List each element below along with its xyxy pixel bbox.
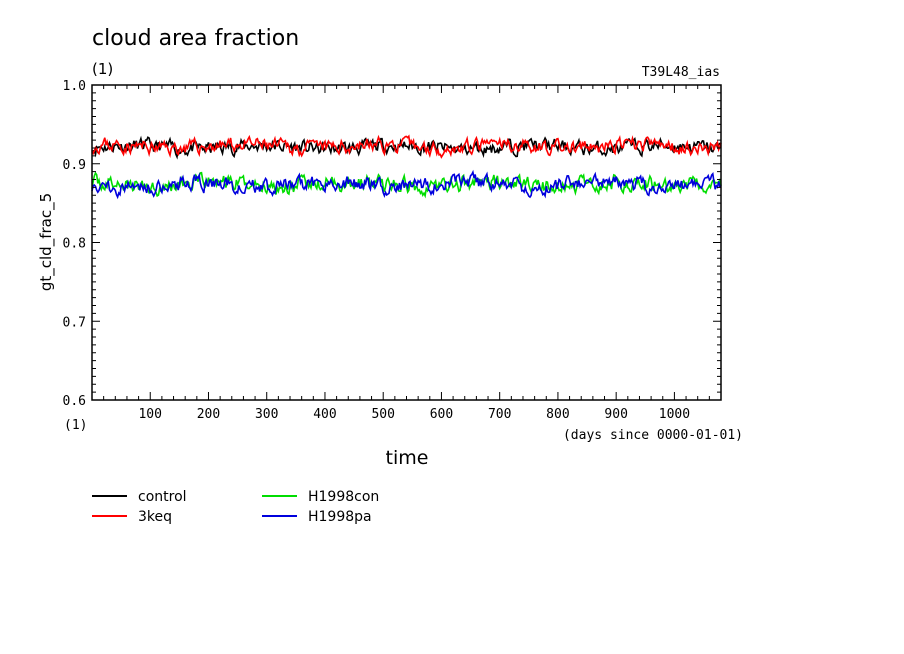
x-tick-label: 900 [604,407,627,422]
legend-label-H1998pa: H1998pa [308,509,372,525]
legend-label-H1998con: H1998con [308,489,379,505]
y-axis-label: gt_cld_frac_5 [37,193,56,291]
x-tick-label: 600 [430,407,453,422]
x-tick-label: 100 [138,407,161,422]
y-tick-label: 0.6 [63,394,86,409]
y-tick-label: 0.9 [63,158,86,173]
chart-title: cloud area fraction [92,26,299,51]
legend: control 3keq H1998con H1998pa [92,489,379,525]
series-line-3keq [91,134,722,159]
x-tick-label: 500 [371,407,394,422]
legend-label-3keq: 3keq [138,509,172,525]
x-tick-label: 300 [255,407,278,422]
x-tick-label: 400 [313,407,336,422]
chart-units: (1) [92,60,113,78]
y-tick-label: 0.7 [63,315,86,330]
legend-label-control: control [138,489,187,505]
x-tick-label: 1000 [659,407,690,422]
x-tick-label: 700 [488,407,511,422]
y-axis-units: (1) [64,418,87,433]
x-tick-label: 200 [197,407,220,422]
x-tick-label: 800 [546,407,569,422]
series-line-H1998pa [91,169,722,200]
plot-frame [91,84,722,401]
experiment-label: T39L48_ias [642,65,720,80]
x-axis-units: (days since 0000-01-01) [563,428,743,443]
x-axis-label: time [386,447,429,469]
y-tick-label: 0.8 [63,237,86,252]
y-tick-label: 1.0 [63,79,86,94]
series-layer [91,134,722,200]
axis-layer: 100 200 300 400 500 600 700 800 900 1000 0.6 0.7 0.8… [63,79,721,422]
